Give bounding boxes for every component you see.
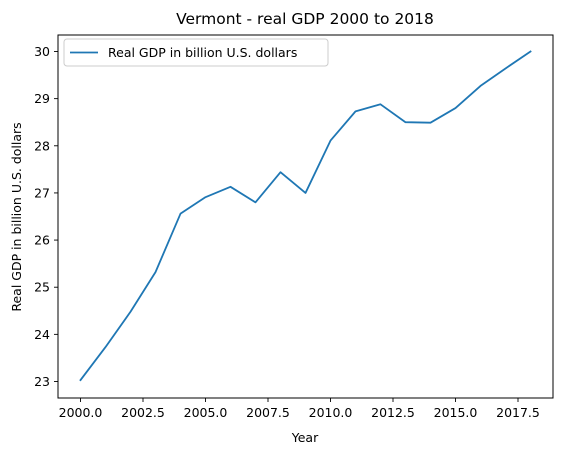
data-point-2004 [180, 213, 182, 215]
y-axis-label: Real GDP in billion U.S. dollars [9, 122, 24, 311]
y-tick-label: 29 [34, 91, 50, 106]
plot-area: 2000.0 2002.5 2005.0 2007.5 2010.0 2012.5 2015… [34, 34, 554, 420]
data-point-2003 [155, 271, 157, 273]
data-point-2012 [380, 103, 382, 105]
data-point-2006 [230, 186, 232, 188]
data-point-2013 [405, 121, 407, 123]
plot-frame [57, 34, 554, 399]
data-point-2011 [355, 110, 357, 112]
y-tick-label: 26 [34, 233, 50, 248]
x-tick-label: 2002.5 [121, 405, 165, 420]
data-point-2010 [330, 140, 332, 142]
x-tick-label: 2000.0 [59, 405, 103, 420]
data-point-2002 [130, 311, 132, 313]
x-axis-label: Year [291, 430, 319, 445]
x-tick-label: 2007.5 [246, 405, 290, 420]
data-point-2009 [305, 192, 307, 194]
x-tick-label: 2017.5 [496, 405, 540, 420]
series-line-real-gdp [79, 50, 532, 382]
data-point-2001 [105, 346, 107, 348]
legend-box [63, 38, 329, 67]
data-point-2014 [430, 122, 432, 124]
legend: Real GDP in billion U.S. dollars [63, 38, 329, 67]
data-point-2016 [480, 85, 482, 87]
data-point-2017 [505, 67, 507, 69]
y-tick-label: 27 [34, 185, 50, 200]
x-tick-label: 2005.0 [184, 405, 228, 420]
y-tick-label: 30 [34, 44, 50, 59]
data-point-2015 [455, 107, 457, 109]
data-point-2000 [80, 379, 82, 381]
x-tick-label: 2012.5 [371, 405, 415, 420]
data-point-2018 [530, 51, 532, 53]
y-tick-label: 28 [34, 138, 50, 153]
x-tick-label: 2015.0 [434, 405, 478, 420]
y-tick-label: 23 [34, 374, 50, 389]
legend-label: Real GDP in billion U.S. dollars [108, 45, 297, 60]
chart-title: Vermont - real GDP 2000 to 2018 [176, 10, 434, 28]
data-point-2008 [280, 171, 282, 173]
y-tick-label: 25 [34, 280, 50, 295]
y-tick-label: 24 [34, 327, 50, 342]
x-tick-label: 2010.0 [309, 405, 353, 420]
data-point-2005 [205, 196, 207, 198]
data-point-2007 [255, 201, 257, 203]
